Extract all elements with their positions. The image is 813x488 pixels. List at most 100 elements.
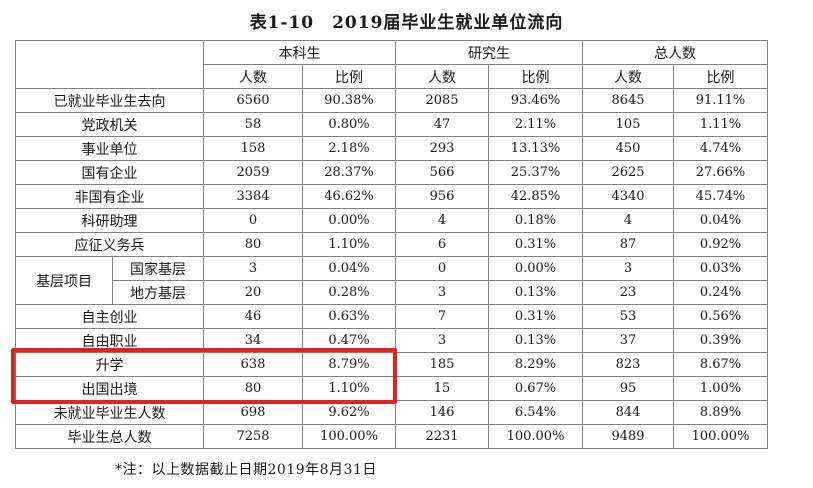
cell-value: 80 [203,376,303,401]
cell-value: 0.92% [673,232,768,257]
cell-value: 9489 [582,424,674,449]
cell-value: 37 [582,328,674,353]
cell-value: 0.31% [488,304,583,329]
cell-value: 47 [395,112,489,137]
row-group-label: 基层项目 [15,256,113,305]
cell-value: 450 [582,136,674,161]
cell-value: 0.80% [302,112,396,137]
subheader-ratio: 比例 [673,64,768,89]
cell-value: 27.66% [673,160,768,185]
row-label: 自由职业 [15,328,204,353]
cell-value: 3 [582,256,674,281]
cell-value: 28.37% [302,160,396,185]
column-group-graduate: 研究生 [395,40,583,65]
cell-value: 7258 [203,424,303,449]
cell-value: 0 [203,208,303,233]
page-title: 表1-10 2019届毕业生就业单位流向 [249,13,564,33]
cell-value: 0.47% [302,328,396,353]
cell-value: 46.62% [302,184,396,209]
table-row: 事业单位 158 2.18% 293 13.13% 450 4.74% [15,136,768,161]
row-label: 国有企业 [15,160,204,185]
table-body: 已就业毕业生去向 6560 90.38% 2085 93.46% 8645 91.11% 党政… [15,88,768,449]
row-label: 升学 [15,352,204,377]
cell-value: 3384 [203,184,303,209]
cell-value: 91.11% [673,88,768,113]
subheader-count: 人数 [395,64,489,89]
subheader-ratio: 比例 [488,64,583,89]
cell-value: 90.38% [302,88,396,113]
subheader-ratio: 比例 [302,64,396,89]
subheader-count: 人数 [582,64,674,89]
cell-value: 7 [395,304,489,329]
cell-value: 45.74% [673,184,768,209]
cell-value: 2231 [395,424,489,449]
corner-cell [15,40,204,89]
cell-value: 0.04% [673,208,768,233]
cell-value: 844 [582,400,674,425]
cell-value: 6560 [203,88,303,113]
cell-value: 0.28% [302,280,396,305]
cell-value: 185 [395,352,489,377]
cell-value: 0.13% [488,280,583,305]
cell-value: 53 [582,304,674,329]
row-label: 地方基层 [112,280,204,305]
row-label: 国家基层 [112,256,204,281]
cell-value: 46 [203,304,303,329]
table-row: 应征义务兵 80 1.10% 6 0.31% 87 0.92% [15,232,768,257]
table-row: 非国有企业 3384 46.62% 956 42.85% 4340 45.74% [15,184,768,209]
cell-value: 0.13% [488,328,583,353]
cell-value: 0.39% [673,328,768,353]
cell-value: 15 [395,376,489,401]
cell-value: 1.10% [302,232,396,257]
cell-value: 0.03% [673,256,768,281]
cell-value: 0.63% [302,304,396,329]
cell-value: 293 [395,136,489,161]
table-row: 基层项目 国家基层 3 0.04% 0 0.00% 3 0.03% [15,256,768,305]
cell-value: 8645 [582,88,674,113]
table-row: 自主创业 46 0.63% 7 0.31% 53 0.56% [15,304,768,329]
footnote: *注：以上数据截止日期2019年8月31日 [115,462,377,478]
row-label: 出国出境 [15,376,204,401]
cell-value: 2625 [582,160,674,185]
header-row-subheaders: 人数 比例 人数 比例 人数 比例 [16,64,768,89]
cell-value: 146 [395,400,489,425]
cell-value: 0.31% [488,232,583,257]
table-row: 自由职业 34 0.47% 3 0.13% 37 0.39% [15,328,768,353]
row-label: 党政机关 [15,112,204,137]
table-row: 出国出境 80 1.10% 15 0.67% 95 1.00% [15,376,768,401]
row-label: 自主创业 [15,304,204,329]
row-label: 科研助理 [15,208,204,233]
row-label: 未就业毕业生人数 [15,400,204,425]
cell-value: 8.79% [302,352,396,377]
column-group-total: 总人数 [582,40,768,65]
cell-value: 698 [203,400,303,425]
cell-value: 20 [203,280,303,305]
row-label: 事业单位 [15,136,204,161]
cell-value: 105 [582,112,674,137]
table-row: 升学 638 8.79% 185 8.29% 823 8.67% [15,352,768,377]
cell-value: 1.00% [673,376,768,401]
cell-value: 0.24% [673,280,768,305]
cell-value: 8.29% [488,352,583,377]
cell-value: 93.46% [488,88,583,113]
table-header: 本科生 研究生 总人数 人数 比例 人数 比例 人数 比例 [15,40,768,89]
cell-value: 13.13% [488,136,583,161]
cell-value: 4340 [582,184,674,209]
table-row: 未就业毕业生人数 698 9.62% 146 6.54% 844 8.89% [15,400,768,425]
cell-value: 34 [203,328,303,353]
cell-value: 25.37% [488,160,583,185]
cell-value: 58 [203,112,303,137]
table-row: 党政机关 58 0.80% 47 2.11% 105 1.11% [15,112,768,137]
cell-value: 3 [395,328,489,353]
cell-value: 100.00% [673,424,768,449]
cell-value: 87 [582,232,674,257]
cell-value: 0.67% [488,376,583,401]
subheader-count: 人数 [203,64,303,89]
cell-value: 95 [582,376,674,401]
cell-value: 3 [203,256,303,281]
table-row: 毕业生总人数 7258 100.00% 2231 100.00% 9489 100.00% [15,424,768,449]
row-label: 已就业毕业生去向 [15,88,204,113]
cell-value: 823 [582,352,674,377]
cell-value: 23 [582,280,674,305]
cell-value: 9.62% [302,400,396,425]
